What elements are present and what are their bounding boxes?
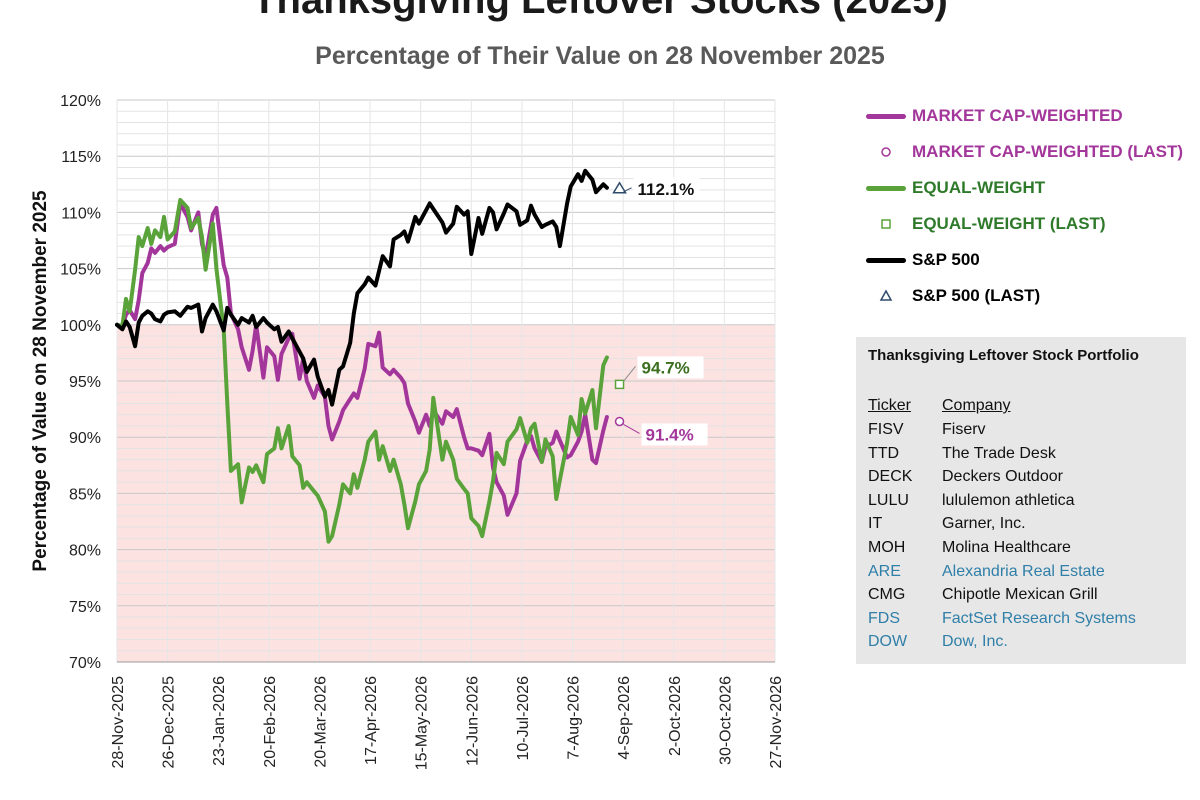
ticker-column-header: Ticker [868, 397, 911, 414]
ticker-cell: LULU [868, 491, 909, 509]
table-row: MOH Molina Healthcare [856, 539, 1186, 561]
company-cell: Garner, Inc. [942, 515, 1026, 533]
last-marker-s-p-500-last [612, 181, 627, 194]
legend-swatch [866, 185, 906, 191]
ticker-cell: CMG [868, 586, 906, 604]
ticker-cell: FDS [868, 609, 900, 627]
x-tick-label: 10-Jul-2026 [515, 676, 532, 761]
series-line-equal-weight [115, 198, 609, 544]
x-tick-label: 15-May-2026 [414, 676, 431, 770]
table-row: CMG Chipotle Mexican Grill [856, 586, 1186, 608]
y-tick-label: 110% [61, 205, 101, 222]
legend-swatch [866, 289, 906, 303]
legend-item: EQUAL-WEIGHT (LAST) [866, 212, 1106, 236]
portfolio-table: Thanksgiving Leftover Stock Portfolio Ti… [856, 337, 1186, 664]
ticker-cell: IT [868, 515, 883, 533]
table-row: LULU lululemon athletica [856, 492, 1186, 514]
table-row: ARE Alexandria Real Estate [856, 563, 1186, 585]
x-tick-label: 23-Jan-2026 [211, 676, 228, 766]
y-tick-label: 90% [69, 430, 101, 447]
last-marker-market-cap-weighted-last [614, 416, 625, 427]
legend-item: EQUAL-WEIGHT [866, 176, 1045, 200]
company-column-header: Company [942, 397, 1011, 414]
y-tick-label: 75% [69, 599, 101, 616]
table-row: FDS FactSet Research Systems [856, 610, 1186, 632]
company-cell: Fiserv [942, 421, 986, 438]
company-cell: Deckers Outdoor [942, 468, 1063, 486]
x-tick-label: 20-Feb-2026 [262, 676, 279, 768]
portfolio-title: Thanksgiving Leftover Stock Portfolio [868, 347, 1139, 364]
company-cell: Dow, Inc. [942, 633, 1008, 651]
company-cell: FactSet Research Systems [942, 609, 1136, 627]
data-label-market-cap-weighted-last: 91.4% [646, 425, 694, 444]
y-tick-label: 70% [69, 655, 101, 672]
company-cell: Alexandria Real Estate [942, 562, 1105, 580]
x-tick-label: 17-Apr-2026 [363, 676, 380, 765]
x-tick-label: 26-Dec-2025 [161, 676, 178, 769]
legend-label: MARKET CAP-WEIGHTED (LAST) [912, 142, 1184, 161]
y-tick-label: 120% [60, 93, 101, 110]
y-tick-label: 100% [60, 318, 101, 335]
chart-title: Thanksgiving Leftover Stocks (2025) [252, 0, 948, 22]
y-tick-label: 95% [69, 374, 101, 391]
legend-swatch [866, 257, 906, 263]
x-tick-label: 20-Mar-2026 [312, 676, 329, 768]
company-cell: Molina Healthcare [942, 539, 1071, 556]
data-label-bg [637, 356, 704, 379]
x-tick-label: 30-Oct-2026 [717, 676, 734, 765]
table-row: TTD The Trade Desk [856, 445, 1186, 467]
x-tick-label: 7-Aug-2026 [566, 676, 583, 760]
table-row: DOW Dow, Inc. [856, 633, 1186, 655]
company-cell: Chipotle Mexican Grill [942, 586, 1098, 604]
chart-subtitle: Percentage of Their Value on 28 November… [315, 42, 885, 70]
x-tick-label: 28-Nov-2025 [110, 676, 127, 769]
table-row: IT Garner, Inc. [856, 515, 1186, 537]
ticker-cell: MOH [868, 539, 906, 556]
y-tick-label: 105% [60, 262, 101, 279]
data-label-connector [623, 366, 636, 382]
data-label-connector [623, 424, 640, 434]
data-label-connector [623, 187, 632, 193]
ticker-cell: ARE [868, 562, 901, 580]
series-line-s-p-500 [115, 168, 609, 407]
ticker-cell: DOW [868, 633, 908, 651]
legend-label: S&P 500 (LAST) [912, 286, 1041, 305]
legend-label: EQUAL-WEIGHT [912, 178, 1046, 197]
company-cell: lululemon athletica [942, 491, 1075, 509]
legend-label: MARKET CAP-WEIGHTED [912, 106, 1123, 125]
company-cell: The Trade Desk [942, 444, 1056, 462]
table-row: DECK Deckers Outdoor [856, 468, 1186, 490]
y-tick-label: 85% [69, 486, 101, 503]
legend-label: S&P 500 [912, 250, 980, 269]
x-tick-label: 2-Oct-2026 [667, 676, 684, 756]
y-tick-label: 80% [69, 543, 101, 560]
y-axis-label: Percentage of Value on 28 November 2025 [30, 190, 51, 572]
data-label-s-p-500-last: 112.1% [638, 180, 695, 199]
ticker-cell: DECK [868, 468, 913, 486]
x-tick-label: 12-Jun-2026 [464, 676, 481, 766]
legend-swatch [866, 113, 906, 119]
ticker-cell: FISV [868, 421, 904, 438]
legend-item: S&P 500 (LAST) [866, 284, 1040, 308]
ticker-cell: TTD [868, 444, 900, 462]
legend-item: MARKET CAP-WEIGHTED (LAST) [866, 140, 1183, 164]
data-label-bg [641, 423, 708, 446]
legend-label: EQUAL-WEIGHT (LAST) [912, 214, 1106, 233]
last-marker-equal-weight-last [614, 379, 625, 390]
data-label-bg [633, 177, 700, 200]
y-tick-label: 115% [61, 149, 101, 166]
legend-item: MARKET CAP-WEIGHTED [866, 104, 1123, 128]
data-label-equal-weight-last: 94.7% [642, 358, 690, 377]
x-tick-label: 4-Sep-2026 [616, 676, 633, 760]
legend-swatch [866, 145, 906, 159]
table-row: FISV Fiserv [856, 421, 1186, 443]
legend-swatch [866, 217, 906, 231]
x-tick-label: 27-Nov-2026 [768, 676, 785, 769]
legend-item: S&P 500 [866, 248, 980, 272]
